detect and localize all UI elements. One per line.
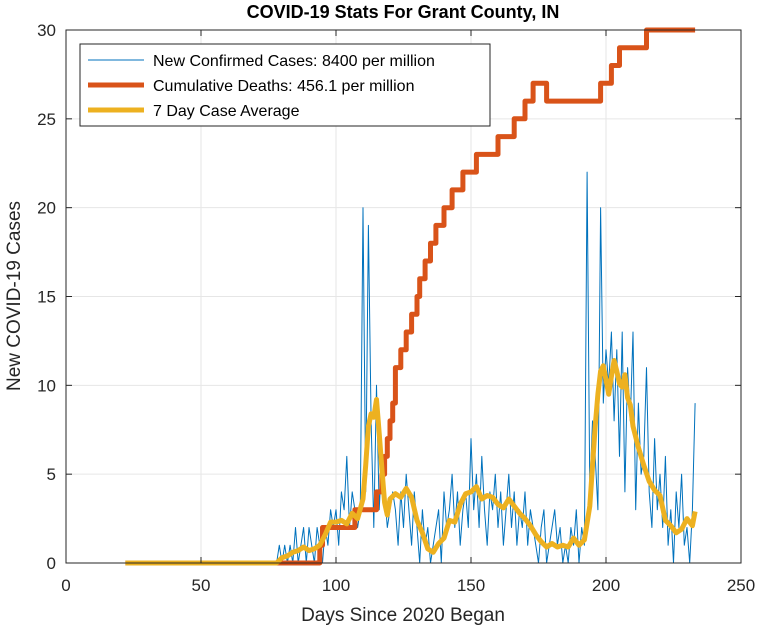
series-7-day-average-line	[125, 358, 698, 566]
y-tick-label: 20	[37, 199, 56, 218]
plot-lines	[125, 27, 698, 566]
y-tick-label: 25	[37, 110, 56, 129]
y-tick-label: 10	[37, 376, 56, 395]
y-tick-label: 15	[37, 288, 56, 307]
x-tick-label: 100	[322, 576, 350, 595]
x-tick-label: 150	[457, 576, 485, 595]
legend-entry-label: New Confirmed Cases: 8400 per million	[153, 53, 435, 70]
legend: New Confirmed Cases: 8400 per million Cum…	[79, 43, 491, 127]
y-tick-label: 0	[47, 554, 56, 573]
legend-entry-label: Cumulative Deaths: 456.1 per million	[153, 78, 414, 95]
x-tick-label: 0	[61, 576, 70, 595]
y-tick-label: 30	[37, 21, 56, 40]
x-tick-label: 50	[192, 576, 211, 595]
y-tick-label: 5	[47, 465, 56, 484]
legend-box	[79, 43, 491, 127]
chart-title: COVID-19 Stats For Grant County, IN	[247, 2, 560, 22]
ticks: 0 50 100 150 200 250 0 5 10 15 20 25 30	[37, 21, 755, 595]
x-axis-label: Days Since 2020 Began	[301, 605, 505, 626]
x-tick-label: 250	[727, 576, 755, 595]
series-new-cases-line	[125, 171, 696, 564]
legend-entry-label: 7 Day Case Average	[153, 103, 300, 120]
y-axis-label: New COVID-19 Cases	[4, 201, 25, 391]
x-tick-label: 200	[592, 576, 620, 595]
